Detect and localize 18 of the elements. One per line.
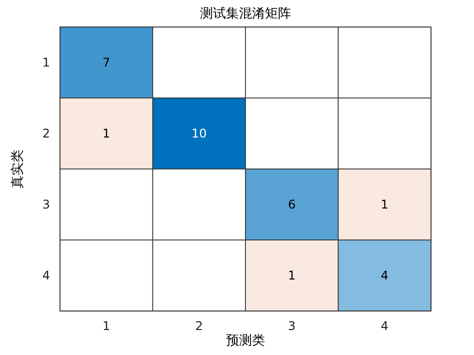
data-label: 10 — [191, 126, 207, 140]
x-axis-title: 预测类 — [226, 334, 265, 348]
x-tick-label: 3 — [288, 319, 296, 333]
x-tick-label: 1 — [102, 319, 110, 333]
data-label: 4 — [380, 268, 388, 282]
y-axis-title: 真实类 — [10, 150, 26, 188]
y-tick-label: 3 — [42, 198, 50, 212]
y-tick-label: 2 — [42, 126, 50, 140]
data-label: 1 — [288, 268, 296, 282]
x-tick-label: 2 — [195, 319, 203, 333]
data-label: 6 — [288, 198, 296, 212]
y-tick-label: 4 — [42, 268, 50, 282]
data-label: 1 — [380, 198, 388, 212]
chart-title: 测试集混淆矩阵 — [200, 6, 291, 22]
data-label: 1 — [102, 126, 110, 140]
data-label: 7 — [102, 56, 110, 70]
y-tick-label: 1 — [42, 56, 50, 70]
x-tick-label: 4 — [380, 319, 388, 333]
